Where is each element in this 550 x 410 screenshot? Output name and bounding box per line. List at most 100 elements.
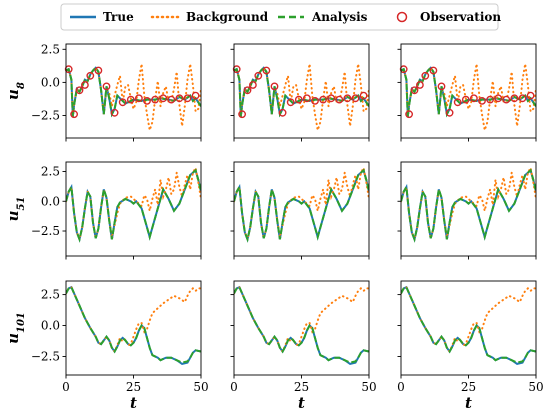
- observation-point: [110, 108, 119, 117]
- ylabel-subscript: 8: [16, 82, 27, 89]
- series-analysis: [401, 168, 536, 243]
- observation-point: [167, 95, 176, 104]
- observation-point: [175, 94, 184, 103]
- observation-point: [183, 94, 192, 103]
- observation-point: [118, 98, 127, 107]
- observation-point: [478, 97, 486, 105]
- ylabel-subscript: 101: [16, 312, 27, 333]
- xlabel: t: [298, 394, 305, 410]
- series-background: [66, 63, 201, 131]
- observation-point: [429, 66, 438, 75]
- observation-point: [81, 81, 89, 89]
- panel-r3-c3: 0 25 50 t: [397, 280, 544, 410]
- ylabel-row-1: u8: [4, 82, 27, 100]
- panel-r2-c3: [397, 161, 537, 260]
- observation-point: [134, 94, 143, 103]
- panel-frame: [233, 161, 370, 257]
- observation-point: [494, 94, 503, 103]
- xlabel: t: [465, 394, 472, 410]
- series-background: [234, 63, 369, 131]
- xtick-label: 25: [461, 380, 476, 394]
- observation-point: [343, 94, 352, 103]
- panel-frame: [65, 43, 202, 139]
- observation-point: [86, 71, 95, 80]
- observation-point: [75, 86, 84, 95]
- ytick-label: 2.5: [41, 288, 60, 302]
- ylabel-subscript: 51: [16, 197, 27, 211]
- observation-point: [502, 95, 511, 104]
- observation-point: [151, 95, 160, 104]
- observation-point: [461, 95, 470, 104]
- panel-r3-c1: 2.5 0.0 −2.5 0 25 50 t: [31, 280, 209, 410]
- series-analysis: [66, 285, 201, 364]
- series-true: [234, 285, 369, 365]
- series-background: [234, 165, 369, 243]
- observation-point: [526, 91, 535, 100]
- observation-point: [335, 95, 344, 104]
- panel-r1-c2: [230, 43, 370, 142]
- ylabel-base: u: [4, 89, 22, 100]
- observation-point: [254, 71, 263, 80]
- series-background: [401, 165, 536, 243]
- panel-frame: [400, 43, 537, 139]
- observation-point: [191, 91, 200, 100]
- observation-point: [518, 94, 527, 103]
- legend-analysis-label: Analysis: [311, 10, 368, 24]
- observation-point: [286, 98, 295, 107]
- ytick-label: 0.0: [41, 75, 60, 89]
- xtick-label: 50: [361, 380, 376, 394]
- series-background: [66, 165, 201, 243]
- panel-frame: [233, 43, 370, 139]
- observation-point: [421, 71, 430, 80]
- panels: u82.50.0−2.5u512.50.0−2.5u1012.50.0−2.50…: [4, 42, 544, 410]
- series-background: [401, 63, 536, 131]
- ylabel-base: u: [4, 210, 22, 221]
- xtick-label: 50: [528, 380, 543, 394]
- ytick-label: −2.5: [31, 349, 60, 363]
- observation-point: [510, 94, 519, 103]
- ytick-label: −2.5: [31, 224, 60, 238]
- observation-point: [270, 82, 279, 91]
- legend-true-label: True: [103, 10, 134, 24]
- xtick-label: 0: [230, 380, 238, 394]
- panel-frame: [65, 161, 202, 257]
- panel-r1-c3: [397, 43, 537, 142]
- series-analysis: [401, 285, 536, 364]
- series-true: [66, 285, 201, 365]
- series-analysis: [234, 168, 369, 243]
- series-analysis: [234, 285, 369, 364]
- ytick-label: 2.5: [41, 165, 60, 179]
- observation-point: [232, 65, 241, 74]
- observation-point: [94, 66, 103, 75]
- ytick-label: −2.5: [31, 108, 60, 122]
- panel-frame: [65, 280, 202, 376]
- observation-point: [262, 66, 271, 75]
- panel-frame: [233, 280, 370, 376]
- observation-point: [294, 95, 303, 104]
- observation-point: [243, 86, 252, 95]
- series-true: [401, 285, 536, 365]
- observation-point: [278, 108, 287, 117]
- ylabel-row-2: u51: [4, 197, 27, 222]
- panel-r2-c2: [230, 161, 370, 260]
- observation-point: [469, 94, 478, 103]
- observation-point: [248, 81, 257, 89]
- xtick-label: 25: [126, 380, 141, 394]
- observation-point: [311, 97, 319, 105]
- observation-point: [126, 95, 135, 104]
- observation-point: [405, 110, 413, 119]
- ylabel-row-3: u101: [4, 312, 27, 344]
- observation-point: [159, 94, 168, 103]
- observation-point: [64, 65, 73, 74]
- xlabel: t: [130, 394, 137, 410]
- observation-point: [351, 94, 360, 103]
- observation-point: [415, 81, 424, 89]
- observation-point: [238, 110, 247, 119]
- panel-r1-c1: 2.5 0.0 −2.5: [31, 42, 202, 142]
- observation-point: [445, 108, 454, 117]
- xtick-label: 0: [397, 380, 405, 394]
- observation-point: [302, 94, 311, 103]
- ytick-label: 0.0: [41, 319, 60, 333]
- observation-point: [102, 82, 111, 91]
